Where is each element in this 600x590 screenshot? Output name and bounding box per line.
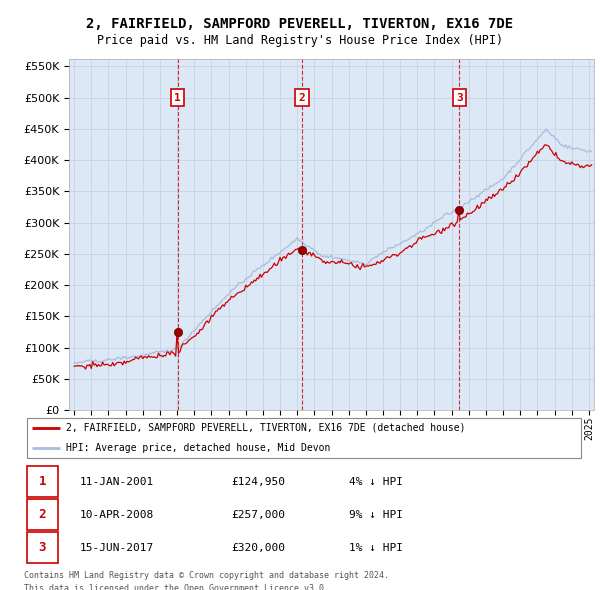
Text: 3: 3 xyxy=(38,541,46,555)
Text: 15-JUN-2017: 15-JUN-2017 xyxy=(80,543,154,553)
Text: £320,000: £320,000 xyxy=(232,543,286,553)
Text: 1% ↓ HPI: 1% ↓ HPI xyxy=(349,543,403,553)
FancyBboxPatch shape xyxy=(27,466,58,497)
Text: 9% ↓ HPI: 9% ↓ HPI xyxy=(349,510,403,520)
Text: Contains HM Land Registry data © Crown copyright and database right 2024.: Contains HM Land Registry data © Crown c… xyxy=(24,571,389,580)
Text: 3: 3 xyxy=(456,93,463,103)
FancyBboxPatch shape xyxy=(27,418,581,458)
Text: £257,000: £257,000 xyxy=(232,510,286,520)
Text: 2: 2 xyxy=(38,508,46,522)
Text: 11-JAN-2001: 11-JAN-2001 xyxy=(80,477,154,487)
Text: 2, FAIRFIELD, SAMPFORD PEVERELL, TIVERTON, EX16 7DE: 2, FAIRFIELD, SAMPFORD PEVERELL, TIVERTO… xyxy=(86,17,514,31)
FancyBboxPatch shape xyxy=(27,499,58,530)
FancyBboxPatch shape xyxy=(27,532,58,563)
Text: 4% ↓ HPI: 4% ↓ HPI xyxy=(349,477,403,487)
Text: 10-APR-2008: 10-APR-2008 xyxy=(80,510,154,520)
Text: HPI: Average price, detached house, Mid Devon: HPI: Average price, detached house, Mid … xyxy=(66,443,331,453)
Text: This data is licensed under the Open Government Licence v3.0.: This data is licensed under the Open Gov… xyxy=(24,584,329,590)
Text: 2, FAIRFIELD, SAMPFORD PEVERELL, TIVERTON, EX16 7DE (detached house): 2, FAIRFIELD, SAMPFORD PEVERELL, TIVERTO… xyxy=(66,423,466,433)
Text: 2: 2 xyxy=(299,93,305,103)
Text: Price paid vs. HM Land Registry's House Price Index (HPI): Price paid vs. HM Land Registry's House … xyxy=(97,34,503,47)
Text: 1: 1 xyxy=(174,93,181,103)
Text: 1: 1 xyxy=(38,475,46,489)
Text: £124,950: £124,950 xyxy=(232,477,286,487)
